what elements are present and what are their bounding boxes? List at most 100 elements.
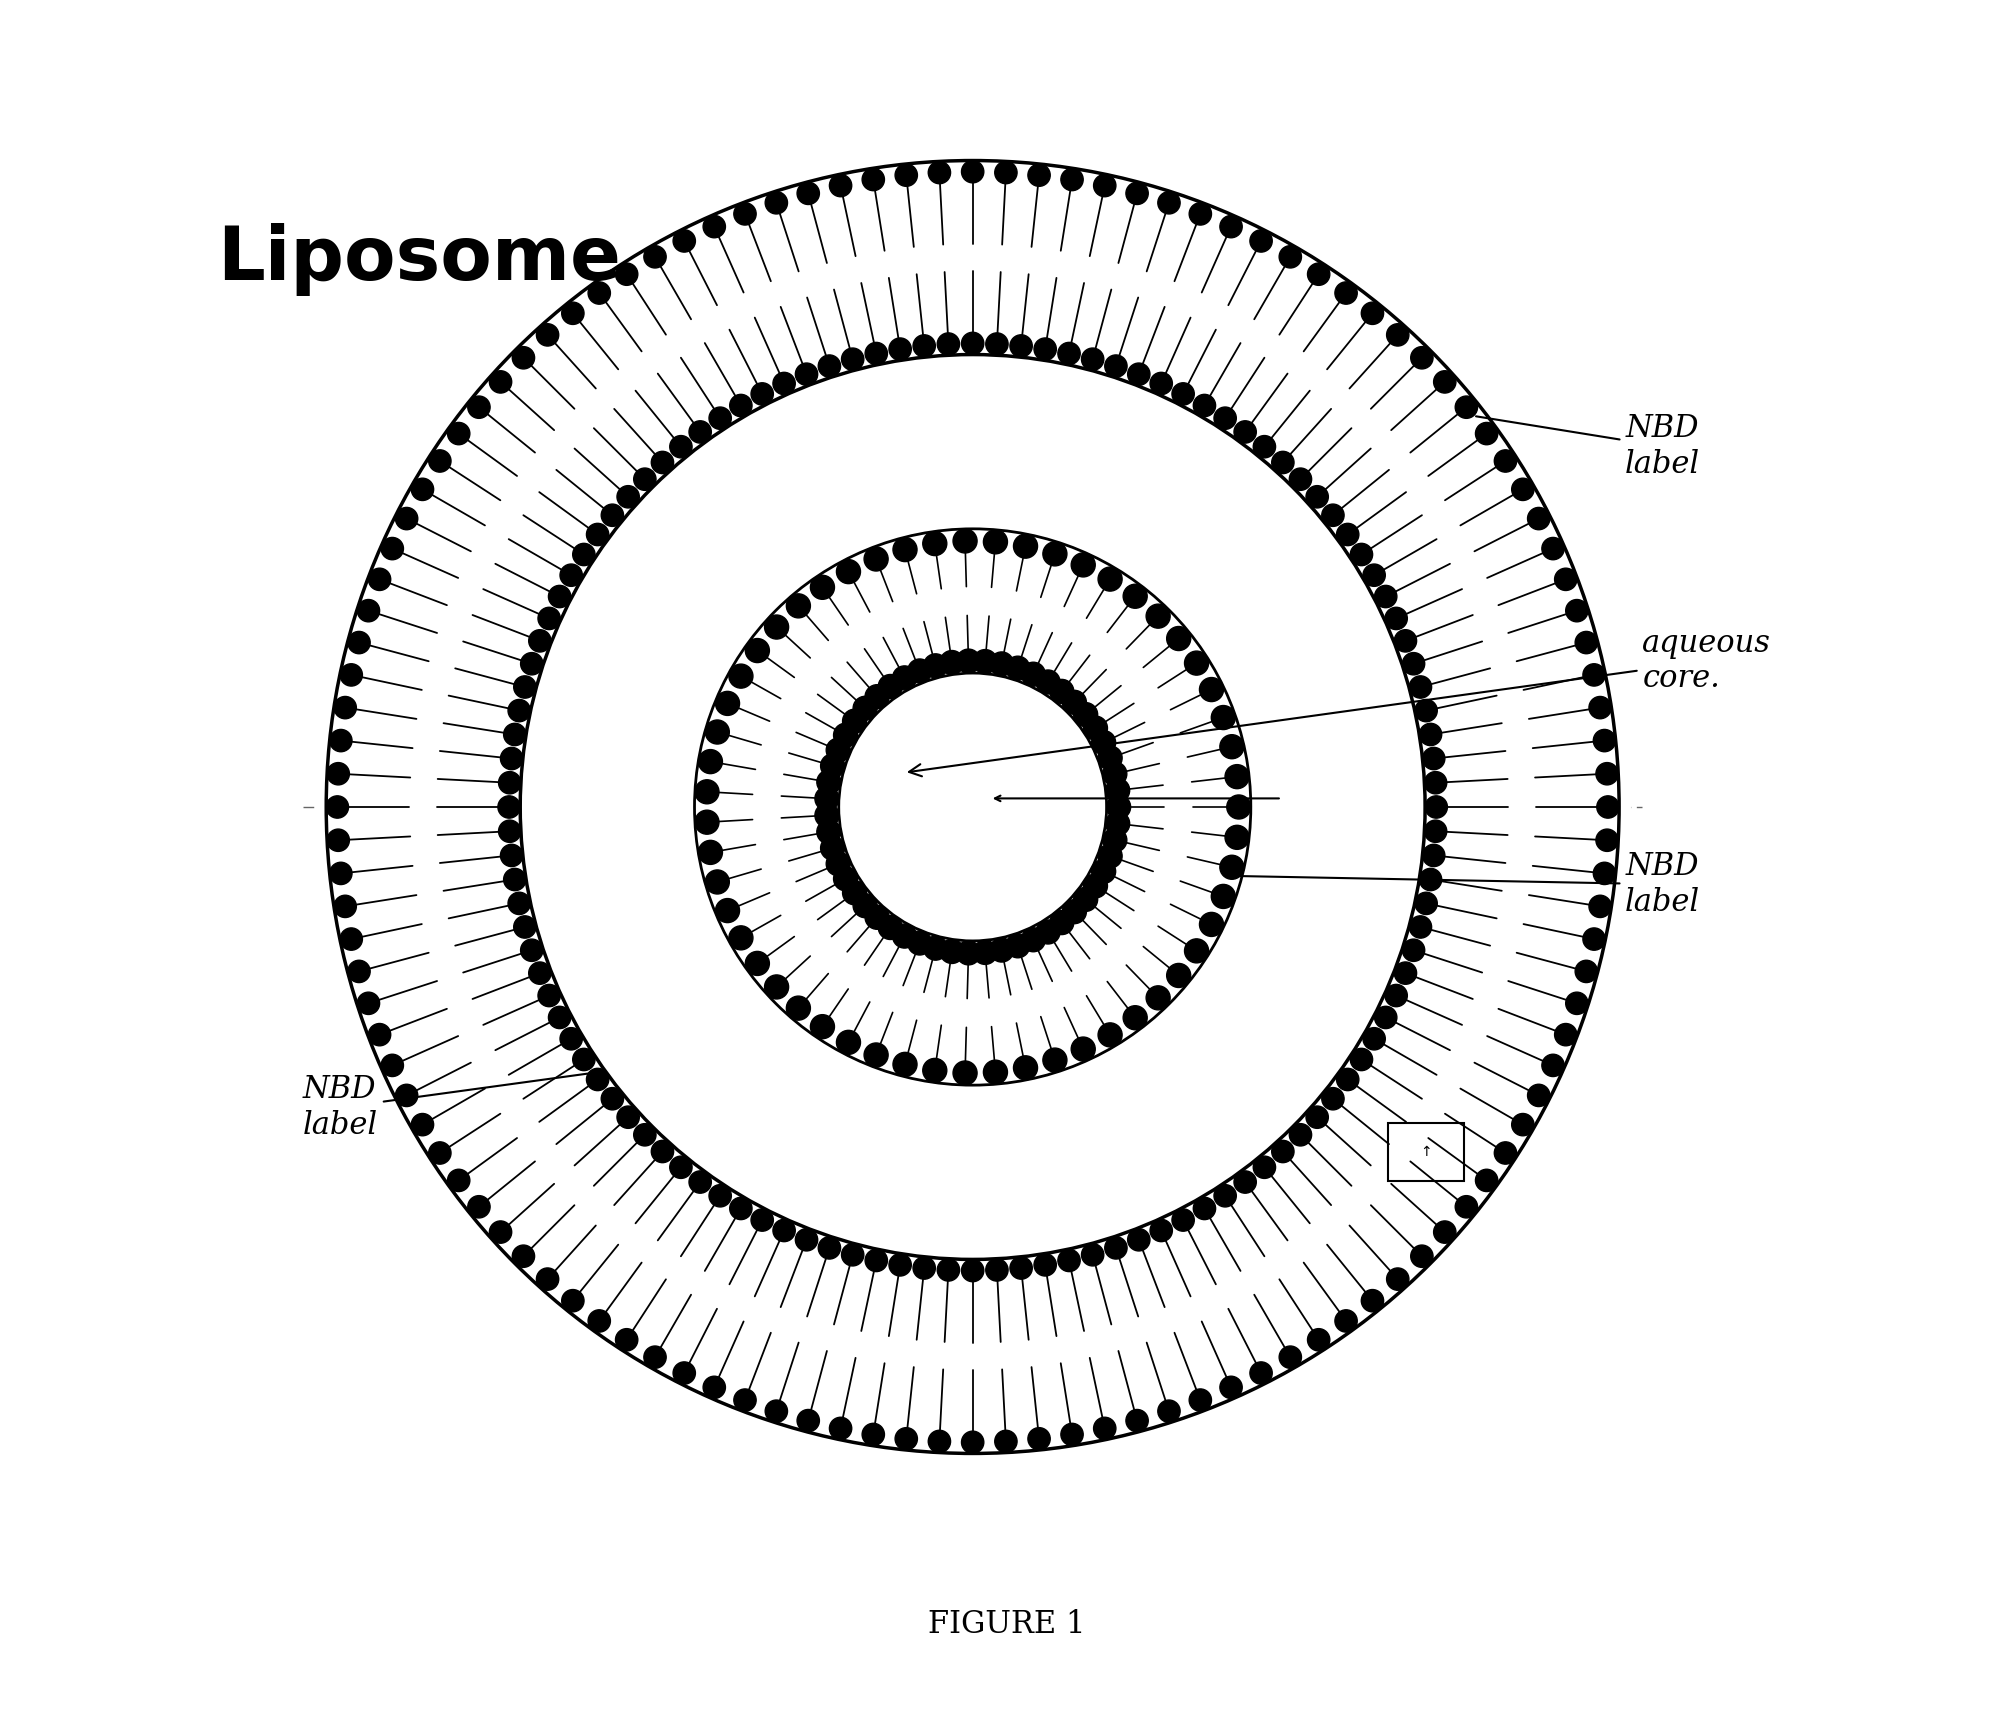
Circle shape xyxy=(1013,534,1037,558)
Circle shape xyxy=(1220,215,1243,237)
Circle shape xyxy=(447,422,469,445)
Circle shape xyxy=(1513,1114,1535,1137)
Circle shape xyxy=(1128,362,1150,385)
Circle shape xyxy=(1349,1049,1374,1071)
Circle shape xyxy=(1027,165,1049,187)
Circle shape xyxy=(751,1209,773,1231)
Circle shape xyxy=(1527,1083,1551,1106)
Circle shape xyxy=(1150,373,1172,395)
Circle shape xyxy=(447,1169,469,1192)
Circle shape xyxy=(1128,1229,1150,1252)
Circle shape xyxy=(1092,860,1116,884)
Circle shape xyxy=(602,505,624,527)
Circle shape xyxy=(683,517,1263,1097)
Circle shape xyxy=(842,1243,864,1265)
Circle shape xyxy=(588,1310,610,1332)
Circle shape xyxy=(1583,927,1605,950)
Circle shape xyxy=(1027,1427,1049,1449)
Circle shape xyxy=(429,450,451,472)
Circle shape xyxy=(1188,1389,1212,1411)
Circle shape xyxy=(489,371,512,393)
Circle shape xyxy=(1158,192,1180,215)
Circle shape xyxy=(1082,1243,1104,1265)
Circle shape xyxy=(983,1059,1007,1083)
Circle shape xyxy=(961,1430,983,1453)
Circle shape xyxy=(572,1049,594,1071)
Circle shape xyxy=(796,1229,818,1252)
Circle shape xyxy=(1321,1087,1343,1109)
Circle shape xyxy=(709,1185,731,1207)
Circle shape xyxy=(1394,962,1416,984)
Text: FIGURE 1: FIGURE 1 xyxy=(928,1609,1086,1640)
Circle shape xyxy=(1084,874,1108,898)
Circle shape xyxy=(1349,543,1374,565)
Circle shape xyxy=(1094,1417,1116,1439)
Circle shape xyxy=(1035,670,1059,694)
Circle shape xyxy=(520,652,544,675)
Circle shape xyxy=(499,747,524,769)
Circle shape xyxy=(1057,1250,1080,1272)
Circle shape xyxy=(1410,347,1434,369)
Circle shape xyxy=(1456,397,1478,419)
Circle shape xyxy=(1583,664,1605,687)
Circle shape xyxy=(530,630,552,652)
Circle shape xyxy=(530,962,552,984)
Circle shape xyxy=(1035,920,1059,944)
Circle shape xyxy=(866,1250,888,1272)
Circle shape xyxy=(1386,984,1408,1006)
Circle shape xyxy=(957,649,981,673)
Circle shape xyxy=(1009,1257,1033,1279)
Circle shape xyxy=(1098,567,1122,591)
Text: ↑: ↑ xyxy=(1420,1145,1432,1159)
Circle shape xyxy=(348,632,371,654)
Circle shape xyxy=(1021,927,1045,951)
Circle shape xyxy=(1033,1253,1055,1276)
Circle shape xyxy=(745,639,769,663)
Circle shape xyxy=(1410,676,1432,699)
Circle shape xyxy=(1150,1219,1172,1241)
Circle shape xyxy=(751,383,773,405)
Circle shape xyxy=(520,939,544,962)
Circle shape xyxy=(562,1289,584,1312)
Circle shape xyxy=(1033,338,1055,361)
Circle shape xyxy=(1376,1006,1398,1028)
Circle shape xyxy=(1166,963,1190,987)
Circle shape xyxy=(1595,829,1617,852)
Circle shape xyxy=(499,845,524,867)
Circle shape xyxy=(894,1427,918,1449)
Circle shape xyxy=(1200,678,1225,702)
Circle shape xyxy=(1476,422,1498,445)
Circle shape xyxy=(671,436,693,458)
Circle shape xyxy=(864,548,888,572)
Circle shape xyxy=(1597,797,1619,817)
Circle shape xyxy=(878,675,902,699)
Circle shape xyxy=(1416,893,1438,915)
Circle shape xyxy=(1337,524,1359,546)
Circle shape xyxy=(912,1257,934,1279)
Circle shape xyxy=(1220,735,1245,759)
Circle shape xyxy=(834,867,858,891)
Circle shape xyxy=(1225,826,1249,850)
Circle shape xyxy=(941,939,965,963)
Circle shape xyxy=(369,568,391,591)
Circle shape xyxy=(508,699,530,721)
Circle shape xyxy=(1227,795,1251,819)
Circle shape xyxy=(1394,630,1416,652)
Circle shape xyxy=(1214,407,1237,429)
Circle shape xyxy=(1565,992,1587,1015)
Circle shape xyxy=(729,1197,751,1219)
Circle shape xyxy=(536,325,558,347)
Circle shape xyxy=(1251,230,1273,252)
Circle shape xyxy=(1424,771,1446,793)
Circle shape xyxy=(467,397,489,419)
Circle shape xyxy=(864,1042,888,1066)
Circle shape xyxy=(1106,812,1130,836)
Circle shape xyxy=(830,175,852,197)
Circle shape xyxy=(1049,910,1073,934)
Circle shape xyxy=(961,161,983,184)
Circle shape xyxy=(1575,960,1597,982)
Circle shape xyxy=(1184,939,1208,963)
Circle shape xyxy=(616,1106,638,1128)
Circle shape xyxy=(673,1362,695,1384)
Circle shape xyxy=(1307,263,1329,285)
